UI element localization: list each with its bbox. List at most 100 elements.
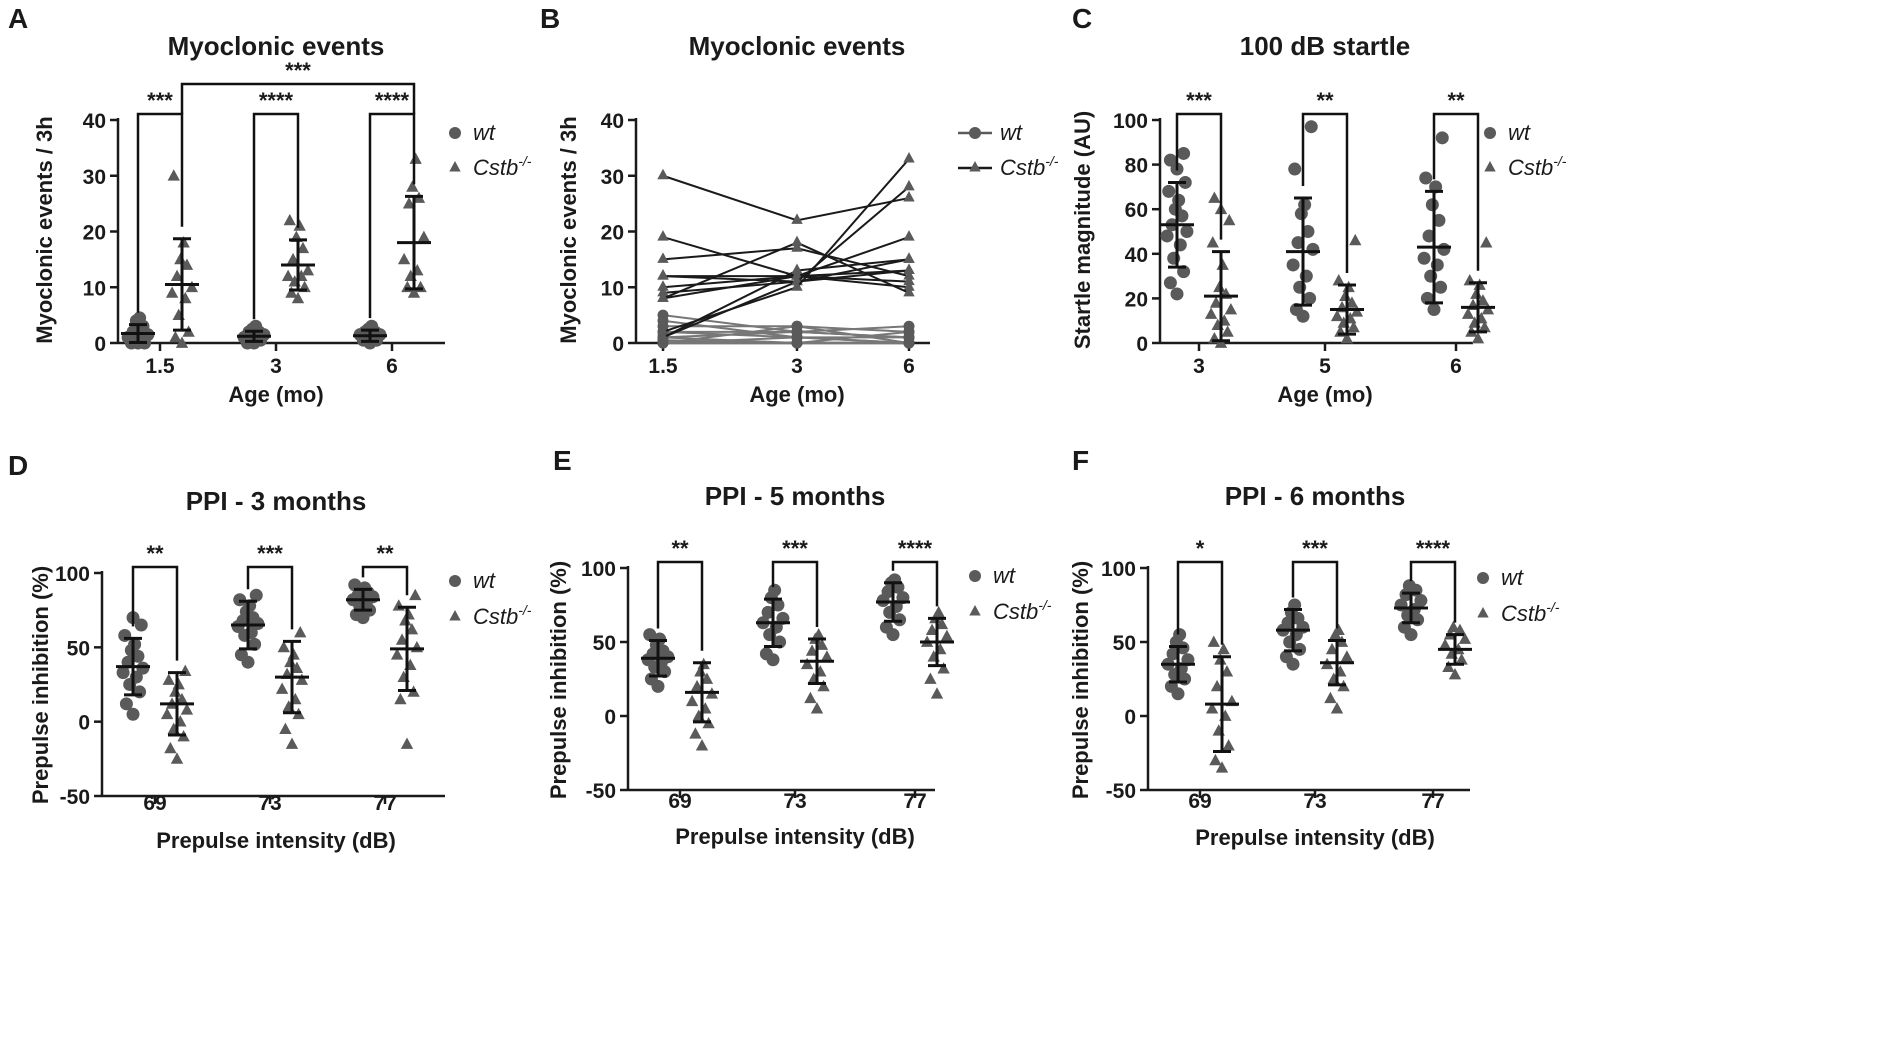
point-cstb: [1478, 320, 1491, 333]
point-cstb: [1208, 191, 1221, 203]
panel-label: C: [1072, 3, 1092, 34]
point-cstb: [657, 269, 669, 280]
panel-label: D: [8, 450, 28, 481]
sig-stars: **: [671, 536, 689, 561]
point-cstb: [689, 727, 702, 739]
sig-bracket-span: [180, 82, 416, 114]
point-cstb: [685, 694, 699, 707]
point-cstb: [1332, 623, 1345, 636]
x-tick-label: 77: [373, 792, 396, 815]
legend-marker-wt: [1484, 127, 1496, 139]
point-wt: [1177, 146, 1191, 160]
point-wt: [1170, 287, 1184, 301]
point-cstb: [390, 648, 404, 660]
y-tick-label: 40: [1125, 244, 1148, 267]
chart-title: PPI - 5 months: [705, 481, 886, 511]
point-cstb: [700, 672, 714, 684]
point-cstb: [1330, 702, 1344, 714]
point-wt: [761, 605, 775, 619]
legend-cstb-base: Cstb: [473, 155, 518, 180]
sig-stars: ****: [898, 536, 933, 561]
point-cstb: [279, 722, 292, 734]
point-cstb: [417, 230, 431, 242]
sig-stars: ****: [259, 88, 294, 113]
y-tick-label: -50: [586, 780, 616, 803]
point-cstb: [820, 650, 834, 662]
point-cstb: [1453, 623, 1467, 636]
point-cstb: [180, 703, 194, 715]
point-cstb: [695, 739, 709, 751]
y-tick-label: 30: [83, 166, 106, 189]
point-cstb: [903, 191, 915, 202]
legend-cstb-sup: -/-: [1553, 153, 1567, 169]
point-cstb: [791, 235, 803, 247]
point-cstb: [1223, 213, 1236, 226]
y-tick-label: 40: [83, 110, 106, 133]
sig-bracket: [656, 560, 704, 651]
point-cstb: [657, 280, 669, 291]
point-cstb: [1204, 307, 1218, 319]
point-cstb: [1471, 332, 1485, 344]
y-tick-label: 20: [1125, 288, 1148, 311]
point-wt: [1414, 594, 1428, 608]
x-axis-label: Age (mo): [1277, 382, 1372, 407]
legend-label-wt: wt: [1501, 565, 1524, 590]
x-tick-label: 3: [791, 355, 803, 378]
sig-bracket: [136, 112, 184, 313]
point-cstb: [160, 707, 174, 720]
point-cstb: [165, 286, 179, 298]
sig-stars: ***: [1186, 88, 1212, 113]
point-cstb: [1332, 274, 1345, 286]
point-cstb: [1455, 653, 1468, 665]
legend-cstb-sup: -/-: [1045, 153, 1059, 169]
point-cstb: [170, 752, 184, 764]
sig-stars: ***: [285, 58, 311, 83]
point-cstb: [903, 152, 915, 163]
x-tick-label: 1.5: [145, 355, 175, 378]
y-tick-label: 100: [1101, 558, 1136, 581]
point-cstb: [167, 169, 180, 181]
legend-marker-wt: [449, 127, 461, 139]
point-wt: [768, 583, 782, 597]
legend-cstb-base: Cstb: [1000, 155, 1045, 180]
legend-label-wt: wt: [473, 568, 496, 593]
point-cstb: [174, 252, 187, 265]
point-wt: [888, 573, 902, 587]
x-tick-label: 77: [1421, 790, 1444, 813]
x-tick-label: 73: [783, 790, 806, 813]
legend-label-wt: wt: [473, 120, 496, 145]
point-cstb: [925, 623, 939, 636]
x-tick-label: 6: [386, 355, 398, 378]
point-cstb: [407, 286, 421, 298]
point-cstb: [1476, 294, 1490, 306]
x-tick-label: 3: [1193, 355, 1205, 378]
point-cstb: [657, 291, 669, 302]
point-cstb: [935, 617, 949, 630]
x-axis-label: Prepulse intensity (dB): [1195, 825, 1435, 850]
point-cstb: [1480, 236, 1493, 248]
y-tick-label: 80: [1125, 155, 1148, 178]
y-axis-label: Prepulse inhibition (%): [546, 561, 571, 799]
panel-F: F PPI - 6 months -50 0 50 100 69 73 77 Prepulse i…: [1068, 445, 1560, 850]
point-cstb: [791, 213, 803, 224]
point-cstb: [1206, 236, 1219, 248]
point-cstb: [179, 664, 192, 676]
point-cstb: [903, 263, 915, 275]
point-wt: [1304, 120, 1318, 134]
point-wt: [1422, 229, 1436, 243]
chart-title: 100 dB startle: [1240, 31, 1411, 61]
sig-stars: ***: [1302, 536, 1328, 561]
point-wt: [759, 647, 773, 661]
point-wt: [116, 666, 130, 680]
point-cstb: [1458, 632, 1472, 644]
sig-stars: **: [146, 541, 164, 566]
point-cstb: [1325, 642, 1339, 655]
point-cstb: [275, 682, 289, 694]
y-axis-label: Myoclonic events / 3h: [556, 116, 581, 343]
legend-marker-cstb: [449, 610, 461, 621]
y-tick-label: 0: [94, 333, 106, 356]
x-tick-label: 69: [1188, 790, 1211, 813]
x-tick-label: 5: [1319, 355, 1331, 378]
point-cstb: [903, 230, 915, 241]
panel-label: F: [1072, 445, 1089, 476]
